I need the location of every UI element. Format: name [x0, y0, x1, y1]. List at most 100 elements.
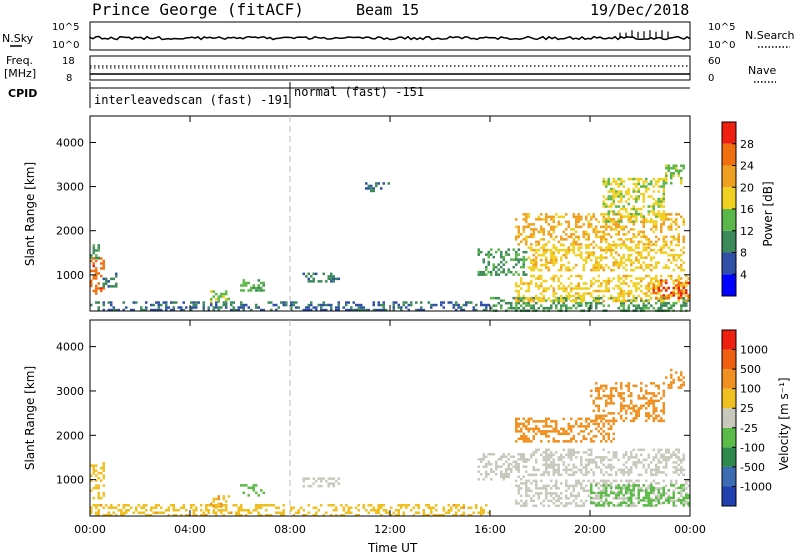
heatmap-cell — [567, 497, 570, 500]
heatmap-cell — [680, 289, 683, 292]
heatmap-cell — [480, 303, 483, 307]
heatmap-cell — [527, 494, 530, 498]
heatmap-cell — [625, 277, 628, 280]
heatmap-cell — [600, 263, 603, 267]
heatmap-cell — [232, 301, 235, 304]
heatmap-cell — [582, 230, 585, 234]
heatmap-cell — [215, 301, 218, 304]
heatmap-cell — [652, 243, 655, 246]
heatmap-cell — [507, 473, 510, 476]
heatmap-cell — [597, 279, 600, 283]
heatmap-cell — [297, 509, 300, 512]
heatmap-cell — [642, 200, 645, 203]
heatmap-cell — [620, 501, 623, 505]
heatmap-cell — [122, 511, 125, 514]
heatmap-cell — [552, 301, 555, 305]
heatmap-cell — [105, 282, 108, 286]
heatmap-cell — [192, 301, 195, 304]
heatmap-cell — [190, 301, 193, 304]
heatmap-cell — [537, 230, 540, 234]
heatmap-cell — [525, 225, 528, 229]
heatmap-cell — [635, 299, 638, 303]
heatmap-cell — [605, 287, 608, 290]
heatmap-cell — [670, 213, 673, 216]
heatmap-cell — [682, 496, 685, 500]
heatmap-cell — [537, 448, 540, 452]
heatmap-cell — [635, 484, 638, 487]
heatmap-cell — [627, 482, 630, 485]
heatmap-cell — [617, 253, 620, 257]
heatmap-cell — [612, 394, 615, 398]
heatmap-cell — [660, 197, 663, 201]
heatmap-cell — [245, 484, 248, 487]
heatmap-cell — [390, 514, 393, 517]
heatmap-cell — [605, 233, 608, 236]
heatmap-cell — [575, 440, 578, 443]
heatmap-cell — [97, 249, 100, 252]
heatmap-cell — [645, 287, 648, 290]
heatmap-cell — [627, 246, 630, 249]
heatmap-cell — [102, 277, 105, 281]
heatmap-cell — [90, 279, 93, 283]
heatmap-cell — [652, 458, 655, 462]
heatmap-cell — [602, 225, 605, 229]
heatmap-cell — [550, 479, 553, 483]
heatmap-cell — [610, 387, 613, 390]
heatmap-cell — [630, 289, 633, 293]
heatmap-cell — [530, 440, 533, 443]
heatmap-cell — [640, 251, 643, 254]
heatmap-cell — [570, 282, 573, 285]
heatmap-cell — [380, 506, 383, 509]
heatmap-cell — [332, 509, 335, 512]
heatmap-cell — [607, 435, 610, 438]
heatmap-cell — [182, 301, 185, 304]
heatmap-cell — [582, 223, 585, 226]
heatmap-cell — [627, 190, 630, 193]
heatmap-cell — [557, 430, 560, 433]
heatmap-cell — [185, 306, 188, 309]
heatmap-cell — [275, 511, 278, 514]
heatmap-cell — [532, 494, 535, 498]
heatmap-cell — [135, 301, 138, 304]
heatmap-cell — [665, 301, 668, 305]
heatmap-cell — [525, 494, 528, 498]
heatmap-cell — [312, 272, 315, 276]
heatmap-cell — [617, 394, 620, 398]
heatmap-cell — [202, 308, 205, 312]
heatmap-cell — [680, 489, 683, 493]
heatmap-cell — [482, 465, 485, 468]
heatmap-cell — [532, 266, 535, 269]
heatmap-cell — [685, 284, 688, 288]
heatmap-cell — [660, 461, 663, 464]
heatmap-cell — [587, 238, 590, 241]
heatmap-cell — [655, 301, 658, 305]
freq-label: Freq. — [6, 54, 33, 67]
heatmap-cell — [335, 514, 338, 517]
heatmap-cell — [545, 489, 548, 493]
heatmap-cell — [605, 185, 608, 188]
heatmap-cell — [220, 306, 223, 309]
heatmap-cell — [555, 297, 558, 300]
heatmap-cell — [580, 256, 583, 259]
heatmap-cell — [615, 484, 618, 488]
heatmap-cell — [600, 494, 603, 497]
heatmap-cell — [502, 478, 505, 481]
heatmap-cell — [652, 225, 655, 229]
heatmap-cell — [515, 235, 518, 239]
heatmap-cell — [632, 233, 635, 236]
heatmap-cell — [602, 212, 605, 216]
heatmap-cell — [600, 489, 603, 493]
heatmap-cell — [252, 484, 255, 487]
heatmap-cell — [650, 482, 653, 485]
heatmap-cell — [662, 412, 665, 415]
heatmap-cell — [237, 506, 240, 509]
heatmap-cell — [665, 266, 668, 269]
heatmap-cell — [557, 299, 560, 302]
heatmap-cell — [547, 430, 550, 433]
heatmap-cell — [557, 473, 560, 477]
heatmap-cell — [605, 419, 608, 423]
heatmap-cell — [215, 511, 218, 514]
heatmap-cell — [550, 456, 553, 459]
heatmap-cell — [477, 478, 480, 481]
heatmap-cell — [605, 486, 608, 490]
